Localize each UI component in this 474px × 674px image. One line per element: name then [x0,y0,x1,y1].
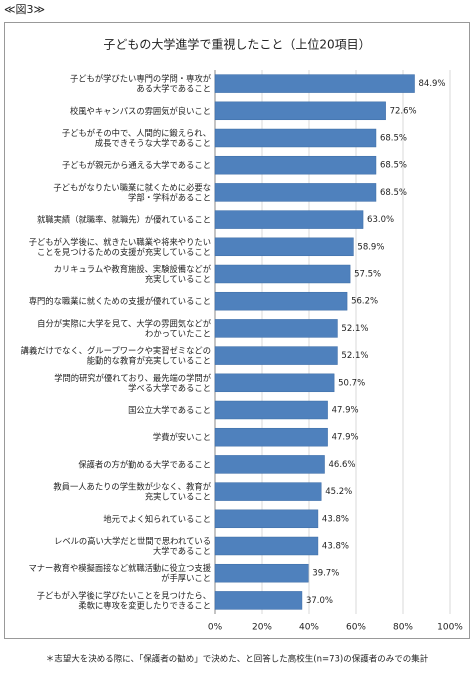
bar [214,455,325,474]
bar [214,400,328,420]
y-tick-label: 子どもが入学後に、就きたい職業や将来やりたいことを見つけるための支援が充実してい… [29,236,211,256]
y-tick-label: マナー教育や模擬面接など就職活動に役立つ支援が手厚いこと [28,563,211,583]
y-tick-label: 子どもが親元から通える大学であること [62,160,211,170]
bar [214,346,338,365]
bar [214,210,364,229]
y-tick-label: 地元でよく知られていること [103,513,211,523]
bar [214,427,328,447]
bar [214,183,377,202]
x-tick-label: 20% [252,623,272,633]
y-tick-label: 専門的な職業に就くための支援が優れていること [29,296,211,306]
y-tick-label: 子どもがなりたい職業に就くために必要な学部・学科があること [53,182,211,202]
y-tick-label: 講義だけでなく、グループワークや実習ゼミなどの能動的な教育が充実していること [21,345,211,365]
y-tick-label: 子どもが学びたい専門の学問・専攻がある大学であること [70,73,212,93]
y-tick-label: 国公立大学であること [128,405,211,415]
value-label: 57.5% [354,270,381,280]
y-tick-label: 保護者の方が勤める大学であること [78,459,211,469]
bar [214,319,338,338]
value-label: 68.5% [380,161,407,171]
value-label: 50.7% [338,378,365,388]
chart-title: 子どもの大学進学で重視したこと（上位20項目） [103,37,370,52]
bar [214,373,335,393]
figure-label: ≪図3≫ [4,3,45,16]
value-label: 39.7% [312,569,339,579]
value-label: 56.2% [351,297,378,307]
bar [214,128,377,148]
y-tick-label: 学費が安いこと [153,432,211,442]
value-label: 63.0% [367,215,394,225]
y-tick-label: 子どもが入学後に学びたいことを見つけたら、柔軟に専攻を変更したりできること [37,590,211,610]
value-label: 46.6% [329,460,356,470]
bar [214,237,354,257]
x-tick-label: 60% [346,623,366,633]
y-tick-label: 校風やキャンパスの雰囲気が良いこと [70,105,211,115]
bar [214,563,309,583]
x-tick-label: 80% [393,623,413,633]
value-label: 68.5% [380,188,407,198]
y-tick-label: 教員一人あたりの学生数が少なく、教育が充実していること [53,481,211,501]
bar [214,482,322,501]
value-label: 37.0% [306,596,333,606]
bar [214,509,319,529]
x-tick-label: 100% [437,623,463,633]
x-tick-label: 0% [208,623,223,633]
bar [214,291,348,311]
value-label: 43.8% [322,542,349,552]
bar [214,536,319,556]
value-label: 58.9% [357,242,384,252]
bar [214,74,415,93]
value-label: 52.1% [341,324,368,334]
value-label: 47.9% [332,406,359,416]
value-label: 68.5% [380,134,407,144]
bar [214,264,351,284]
value-label: 45.2% [325,487,352,497]
bar [214,591,303,610]
y-tick-label: 学問的研究が優れており、最先端の学問が学べる大学であること [54,372,212,392]
y-tick-label: 子どもがその中で、人間的に鍛えられ、成長できそうな大学であること [62,128,211,148]
value-label: 47.9% [332,433,359,443]
y-tick-label: レベルの高い大学だと世間で思われている大学であること [54,536,211,556]
x-tick-label: 40% [299,623,319,633]
value-label: 43.8% [322,514,349,524]
y-tick-label: 就職実績（就職率、就職先）が優れていること [37,214,211,224]
value-label: 84.9% [419,79,446,89]
bar [214,155,377,175]
value-label: 52.1% [341,351,368,361]
y-tick-label: カリキュラムや教育施設、実験設備などが充実していること [54,264,212,284]
bar [214,101,386,121]
y-tick-label: 自分が実際に大学を見て、大学の雰囲気などがわかっていたこと [37,318,212,338]
footnote: ＊志望大を決める際に、「保護者の勧め」で決めた、と回答した高校生(n=73)の保… [46,654,429,665]
value-label: 72.6% [390,106,417,116]
